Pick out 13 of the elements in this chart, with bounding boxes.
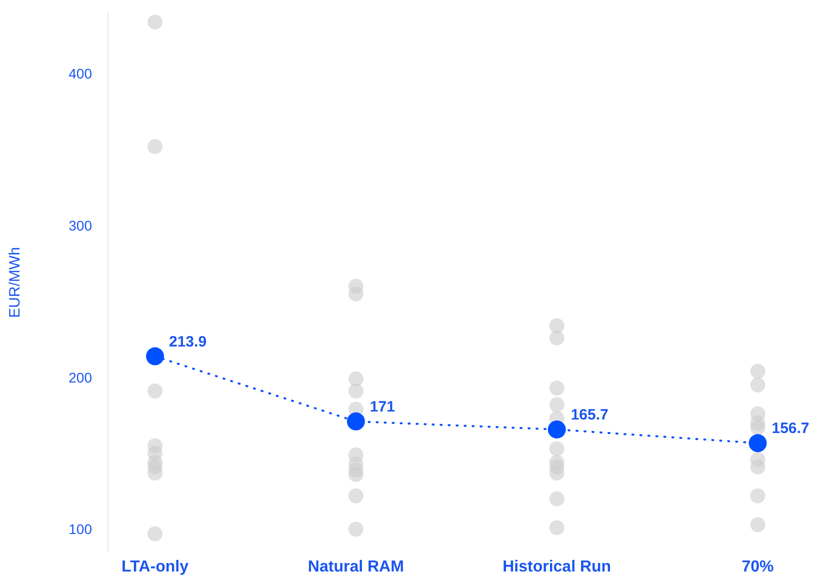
y-tick-label: 400: [68, 66, 92, 82]
y-tick-label: 200: [68, 369, 92, 386]
data-label: 213.9: [169, 333, 207, 350]
data-label: 156.7: [772, 420, 810, 438]
x-tick-label: 70%: [742, 558, 774, 576]
data-label: 165.7: [570, 406, 608, 424]
x-tick-label: Historical Run: [502, 558, 612, 576]
x-tick-label: Natural RAM: [308, 558, 404, 576]
y-tick-label: 100: [68, 521, 92, 538]
data-label: 171: [370, 398, 395, 416]
y-axis-title: EUR/MWh: [6, 247, 24, 318]
y-tick-label: 300: [68, 218, 92, 234]
x-tick-label: LTA-only: [122, 558, 189, 576]
